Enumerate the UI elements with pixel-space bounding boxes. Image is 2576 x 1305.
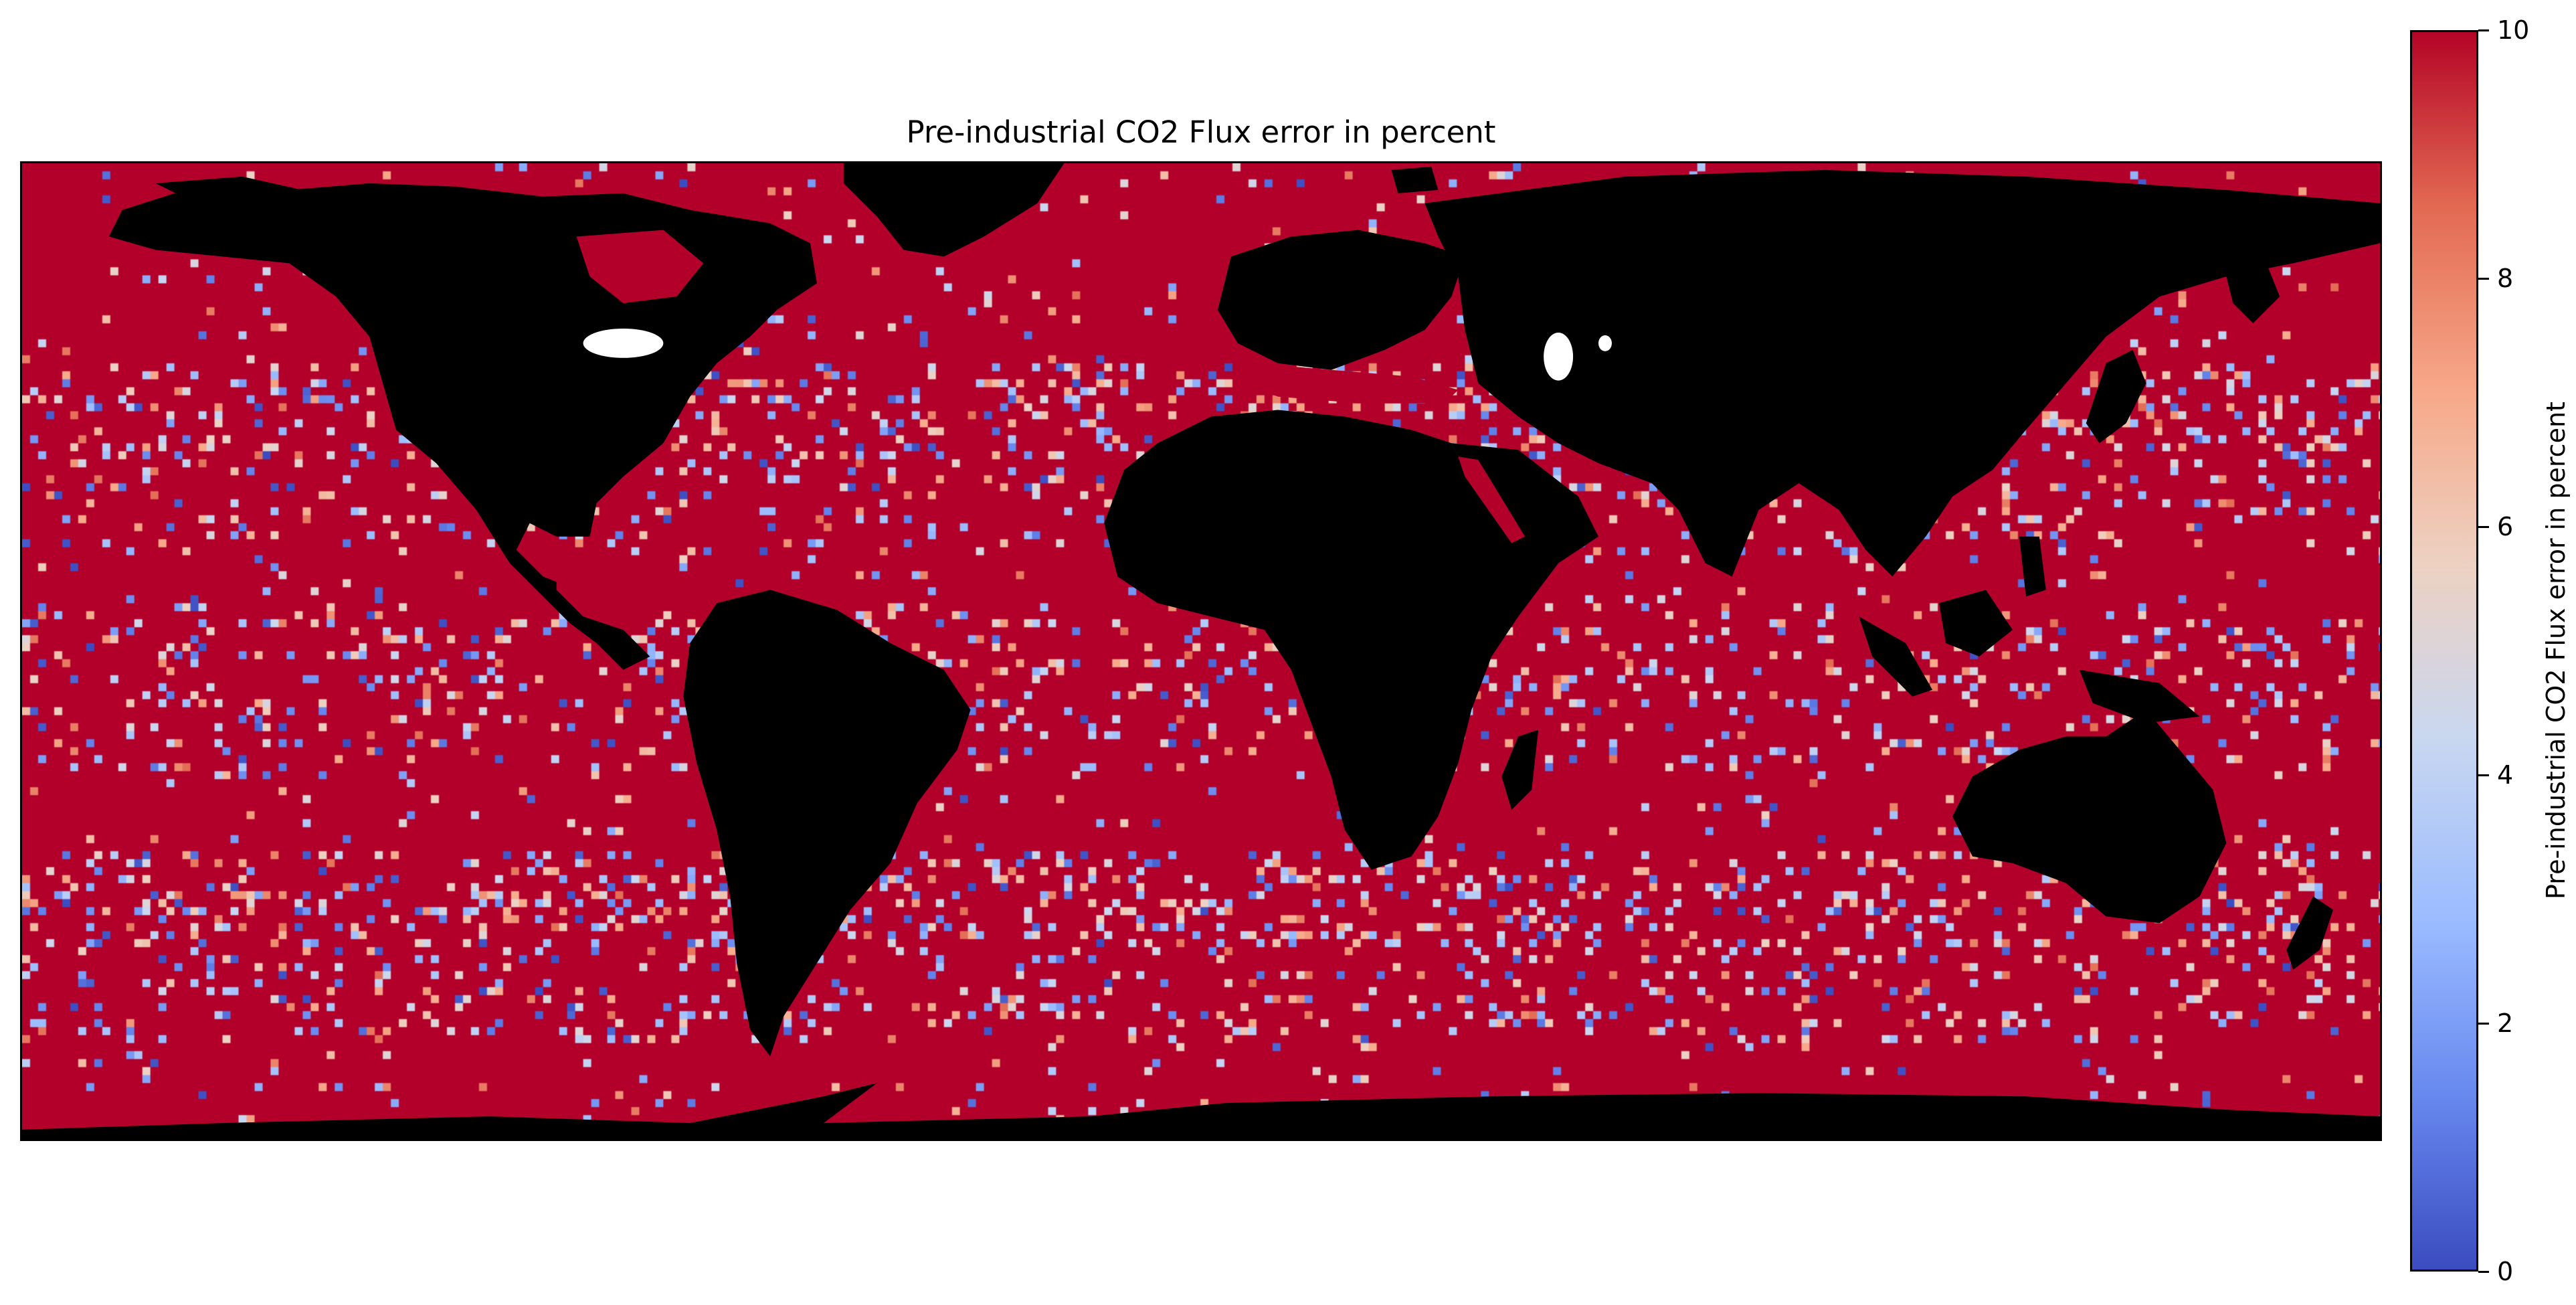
colorbar-tick-label: 6 (2497, 512, 2514, 541)
new-guinea (2079, 669, 2200, 723)
colorbar-tick-mark (2478, 278, 2489, 280)
south-america (683, 590, 971, 1057)
philippines (2019, 536, 2046, 597)
kamchatka (2226, 263, 2280, 324)
australia (1952, 709, 2227, 924)
colorbar-label: Pre-industrial CO2 Flux error in percent (2541, 402, 2571, 899)
antarctica (22, 1083, 2380, 1139)
madagascar (1501, 729, 1539, 810)
inland-waters (583, 328, 1612, 381)
continents (22, 163, 2380, 1139)
gulf-of-mexico (556, 549, 650, 630)
svalbard (1391, 166, 1439, 193)
greenland (843, 163, 1065, 257)
colorbar-tick-label: 10 (2497, 15, 2530, 45)
hudson-bay (576, 230, 704, 304)
colorbar-tick-label: 0 (2497, 1257, 2514, 1286)
europe (1217, 230, 1465, 370)
new-zealand (2286, 896, 2334, 970)
map-title: Pre-industrial CO2 Flux error in percent (906, 114, 1496, 150)
colorbar-tick-mark (2478, 774, 2489, 776)
arctic-islands (155, 176, 303, 203)
japan (2086, 349, 2146, 444)
great-lakes (583, 328, 664, 358)
colorbar-tick-mark (2478, 1271, 2489, 1273)
africa (1104, 410, 1559, 870)
colorbar-tick-mark (2478, 1023, 2489, 1025)
map-panel[interactable] (20, 161, 2382, 1141)
asia (1424, 169, 2380, 577)
lake-baikal-area (1598, 335, 1612, 351)
red-sea (1458, 456, 1526, 543)
indonesia-borneo (1939, 590, 2013, 657)
colorbar (2410, 30, 2478, 1272)
colorbar-tick-label: 4 (2497, 760, 2514, 790)
indonesia-sumatra (1859, 616, 1933, 697)
colorbar-tick-label: 2 (2497, 1009, 2514, 1038)
north-america (108, 183, 817, 670)
colorbar-tick-mark (2478, 29, 2489, 31)
inland-seas (556, 230, 1526, 630)
colorbar-tick-mark (2478, 526, 2489, 528)
mediterranean (1244, 363, 1459, 404)
caspian-sea (1544, 332, 1574, 381)
colorbar-tick-label: 8 (2497, 264, 2514, 293)
land-mask (22, 163, 2380, 1139)
arabia (1451, 443, 1598, 563)
